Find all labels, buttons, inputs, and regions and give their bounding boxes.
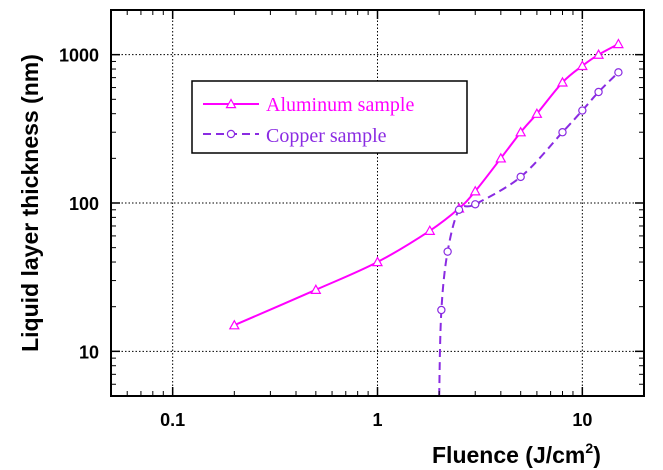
aluminum-data-point [371, 256, 384, 267]
aluminum-data-point [593, 48, 605, 59]
copper-data-point [578, 106, 587, 115]
aluminum-data-point [424, 225, 436, 235]
tick-labels: 0.1 1 10 10 100 1000 [59, 46, 592, 430]
aluminum-data-point [531, 107, 543, 118]
x-tick-label: 0.1 [160, 410, 185, 430]
aluminum-data-point [469, 185, 481, 196]
legend-label-copper: Copper sample [266, 125, 387, 147]
copper-data-point [516, 172, 525, 182]
x-tick-label: 1 [372, 410, 382, 430]
grid-lines [111, 10, 644, 396]
legend-swatch-aluminum [203, 98, 259, 109]
copper-data-point [558, 128, 567, 137]
copper-data-point [594, 87, 603, 97]
aluminum-data-point [556, 76, 569, 87]
y-axis-title: Liquid layer thickness (nm) [17, 54, 43, 352]
aluminum-data-point [495, 152, 507, 163]
x-tick-label: 10 [572, 410, 592, 430]
aluminum-data-point [515, 126, 527, 137]
legend-marker-copper [226, 129, 236, 139]
aluminum-data-point [576, 60, 588, 71]
y-tick-label: 1000 [59, 46, 99, 66]
legend-marker-aluminum [225, 98, 237, 109]
y-tick-label: 10 [79, 342, 99, 362]
copper-data-point [471, 200, 480, 209]
y-tick-label: 100 [69, 194, 99, 214]
aluminum-data-point [228, 319, 240, 330]
legend: Aluminum sample Copper sample [191, 80, 468, 154]
x-axis-title: Fluence (J/cm2) [432, 440, 601, 468]
data-markers [228, 38, 624, 330]
copper-data-point [454, 205, 464, 214]
axis-ticks [111, 10, 644, 396]
copper-data-point [614, 68, 623, 77]
copper-curve [438, 71, 620, 397]
legend-box [191, 80, 468, 154]
copper-data-point [443, 247, 452, 256]
legend-swatch-copper [203, 129, 259, 139]
legend-label-aluminum: Aluminum sample [266, 94, 414, 116]
aluminum-data-point [612, 38, 624, 49]
aluminum-data-point [310, 284, 322, 294]
copper-data-point [437, 305, 446, 315]
